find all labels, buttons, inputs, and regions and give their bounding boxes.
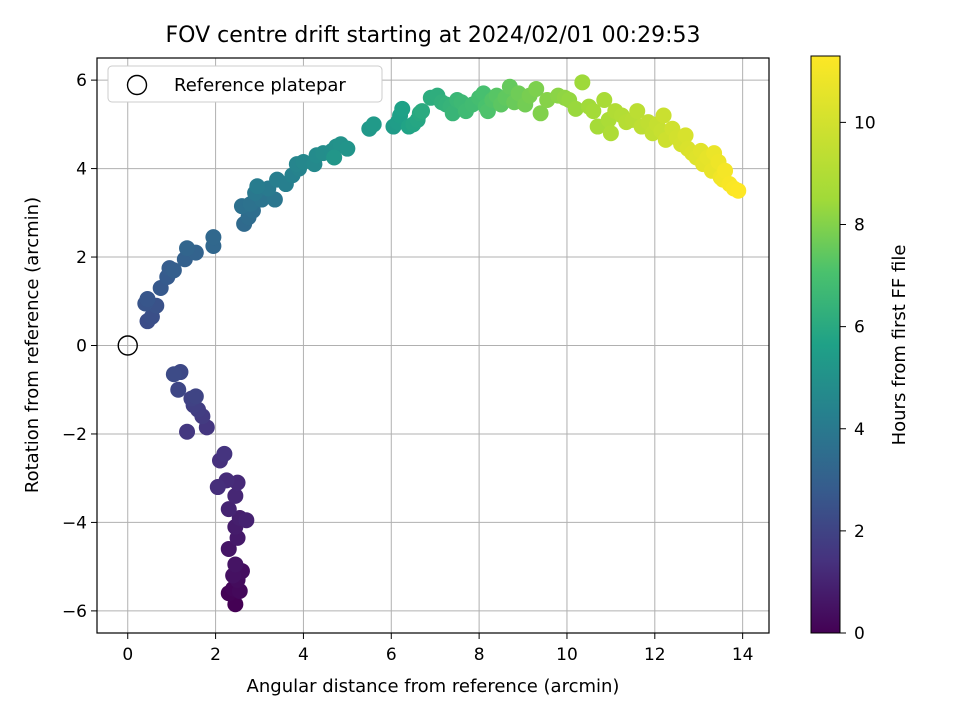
y-axis-label: Rotation from reference (arcmin) xyxy=(22,197,43,493)
data-point xyxy=(205,229,222,246)
data-point xyxy=(585,103,602,120)
y-tick-label: −4 xyxy=(62,513,87,533)
chart-title: FOV centre drift starting at 2024/02/01 … xyxy=(166,23,701,48)
reference-platepar-marker xyxy=(117,335,138,356)
x-axis: 0 2 4 6 8 10 12 14 xyxy=(122,633,753,665)
data-point xyxy=(249,178,266,195)
colorbar-ticks: 0 2 4 6 8 10 xyxy=(840,113,876,644)
data-point xyxy=(730,182,747,199)
colorbar-gradient xyxy=(810,55,841,634)
colorbar-tick-label: 6 xyxy=(854,318,865,338)
colorbar-tick-label: 10 xyxy=(854,113,876,133)
data-point xyxy=(238,512,255,529)
y-tick-label: 4 xyxy=(76,160,87,180)
data-point xyxy=(179,240,196,257)
y-tick-label: 2 xyxy=(76,248,87,268)
data-point xyxy=(209,479,226,496)
data-point xyxy=(532,105,549,122)
data-point xyxy=(414,103,431,120)
legend-reference-marker xyxy=(126,74,148,96)
data-point xyxy=(596,92,613,109)
colorbar-tick-label: 8 xyxy=(854,216,865,236)
data-points xyxy=(137,74,747,613)
data-point xyxy=(220,501,237,518)
x-tick-label: 14 xyxy=(732,645,754,665)
x-tick-label: 2 xyxy=(210,645,221,665)
legend-reference-label: Reference platepar xyxy=(174,75,346,96)
y-tick-label: 0 xyxy=(76,337,87,357)
colorbar: 0 2 4 6 8 10 Hours from first FF file xyxy=(810,55,910,644)
colorbar-label: Hours from first FF file xyxy=(889,245,910,446)
data-point xyxy=(528,80,545,97)
colorbar-tick-label: 2 xyxy=(854,522,865,542)
colorbar-tick-label: 4 xyxy=(854,420,865,440)
x-tick-label: 12 xyxy=(644,645,666,665)
y-tick-label: −6 xyxy=(62,602,87,622)
data-point xyxy=(677,127,694,144)
data-point xyxy=(179,423,196,440)
legend-box xyxy=(107,65,383,103)
grid-lines xyxy=(97,58,769,633)
data-point xyxy=(574,74,591,91)
data-point xyxy=(187,388,204,405)
y-tick-label: −2 xyxy=(62,425,87,445)
x-tick-label: 10 xyxy=(556,645,578,665)
x-tick-label: 4 xyxy=(298,645,309,665)
data-point xyxy=(227,487,244,504)
data-point xyxy=(567,100,584,117)
data-point xyxy=(165,366,182,383)
data-point xyxy=(165,262,182,279)
data-point xyxy=(602,125,619,142)
data-point xyxy=(444,105,461,122)
y-tick-label: 6 xyxy=(76,71,87,91)
data-point xyxy=(655,107,672,124)
legend: Reference platepar xyxy=(107,65,383,103)
data-point xyxy=(365,116,382,133)
data-point xyxy=(629,103,646,120)
data-point xyxy=(394,100,411,117)
data-point xyxy=(216,445,233,462)
data-point xyxy=(326,149,343,166)
x-axis-label: Angular distance from reference (arcmin) xyxy=(247,676,620,697)
x-tick-label: 0 xyxy=(122,645,133,665)
x-tick-label: 6 xyxy=(386,645,397,665)
data-point xyxy=(717,162,734,179)
data-point xyxy=(227,556,244,573)
colorbar-tick-label: 0 xyxy=(854,624,865,644)
data-point xyxy=(170,381,187,398)
data-point xyxy=(139,291,156,308)
data-point xyxy=(220,540,237,557)
data-point xyxy=(339,140,356,157)
y-axis: −6 −4 −2 0 2 4 6 xyxy=(62,71,97,622)
x-tick-label: 8 xyxy=(474,645,485,665)
